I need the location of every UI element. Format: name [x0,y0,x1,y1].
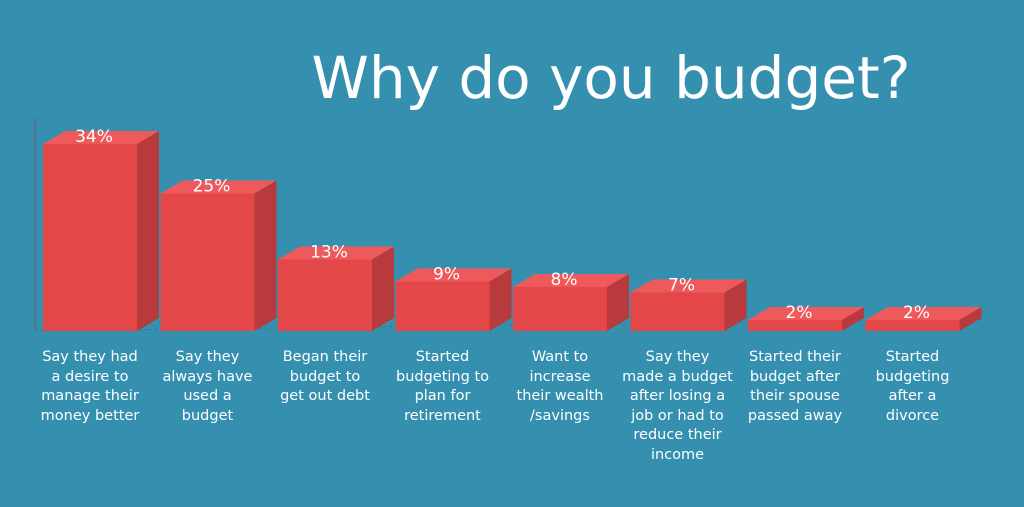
bar-front [865,320,960,331]
bar-front [43,144,137,331]
bar [43,131,159,331]
bar [160,180,277,331]
bar-front [748,320,842,331]
bar-top [160,180,277,194]
category-label: Started their budget after their spouse … [747,349,843,424]
bar-front [395,281,490,331]
value-label: 2% [903,303,930,323]
value-label: 34% [75,127,113,147]
value-label: 13% [310,243,348,263]
bar [865,307,982,331]
chart-title: Why do you budget? [311,44,911,112]
bar-top [43,131,159,144]
category-label: Say they had a desire to manage their mo… [40,349,140,424]
value-label: 8% [551,270,578,290]
bar-front [513,287,607,331]
value-label: 7% [668,276,695,296]
bar-side [489,268,512,331]
category-label: Say they made a budget after losing a jo… [622,349,733,463]
bar-front [160,193,255,331]
bar-side [842,307,864,331]
bar-top [395,268,512,282]
category-label: Started budgeting to plan for retirement [396,349,489,424]
bar-front [278,259,372,331]
category-label: Say they always have used a budget [162,349,253,424]
category-label: Want to increase their wealth /savings [516,349,604,424]
bar-front [630,292,725,331]
value-label: 2% [786,303,813,323]
bar-side [607,274,629,331]
bar-side [254,180,277,331]
bar [278,246,394,331]
bar-side [137,131,159,331]
bar-side [959,307,982,331]
bar [630,279,747,331]
bar [513,274,629,331]
category-label: Began their budget to get out debt [280,349,370,404]
value-label: 25% [193,177,231,197]
bar-top [630,279,747,293]
value-label: 9% [433,265,460,285]
bar-top [513,274,629,287]
bar [395,268,512,331]
bar [748,307,864,331]
bar-top [865,307,982,320]
bar-side [724,279,747,331]
bar-side [372,246,394,331]
category-label: Started budgeting after a divorce [875,349,950,424]
bar-top [278,246,394,260]
bar-top [748,307,864,320]
